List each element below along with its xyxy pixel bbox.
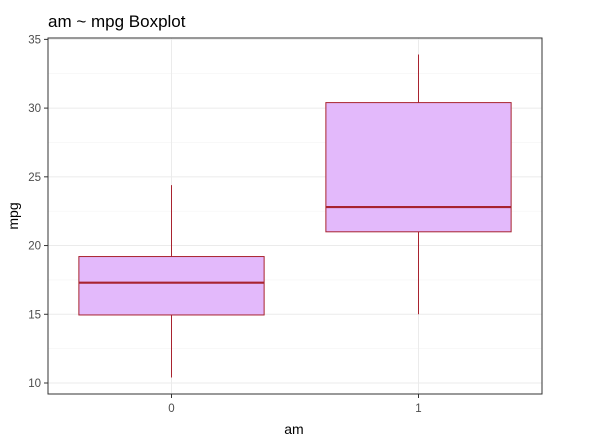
x-tick-label: 1 <box>415 403 421 415</box>
chart-title: am ~ mpg Boxplot <box>48 12 186 31</box>
y-axis-title: mpg <box>5 202 21 229</box>
y-tick-label: 20 <box>28 241 41 253</box>
iqr-box <box>325 102 512 233</box>
y-tick-label: 30 <box>28 103 41 115</box>
y-tick-label: 35 <box>28 34 41 46</box>
y-tick-label: 15 <box>28 309 41 321</box>
axes: 10 15 20 25 30 35 0 1 <box>28 34 422 415</box>
x-tick-label: 0 <box>168 403 174 415</box>
box-group-1 <box>325 54 512 315</box>
panel-border <box>47 37 543 395</box>
y-tick-label: 10 <box>28 378 41 390</box>
iqr-box <box>78 256 265 316</box>
box-group-0 <box>78 185 265 378</box>
boxes <box>78 54 512 378</box>
x-axis-title: am <box>284 421 303 437</box>
y-tick-label: 25 <box>28 172 41 184</box>
